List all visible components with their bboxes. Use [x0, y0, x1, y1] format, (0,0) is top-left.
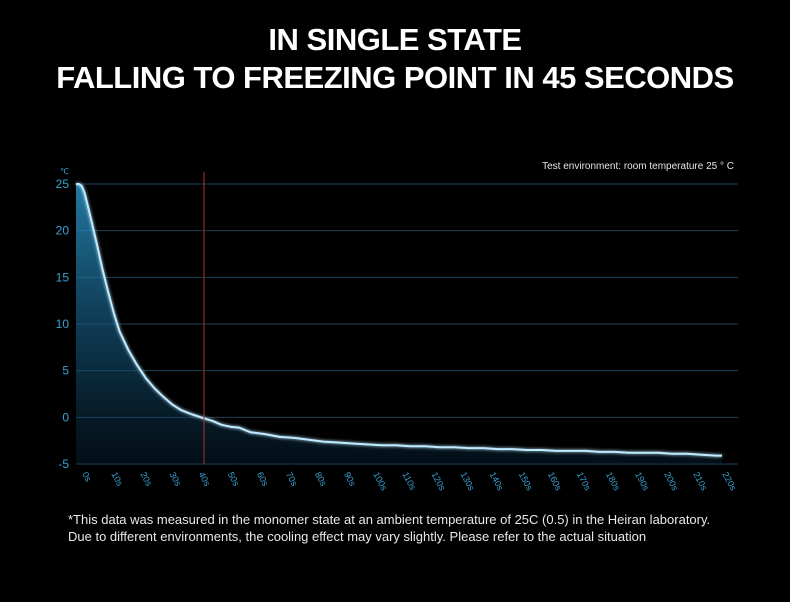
x-tick-label: 70s: [284, 470, 300, 488]
x-tick-label: 140s: [488, 470, 506, 492]
y-tick-label: 10: [56, 317, 70, 331]
y-tick-label: 15: [56, 270, 70, 284]
x-tick-label: 110s: [400, 470, 418, 492]
x-tick-label: 100s: [371, 470, 389, 492]
x-tick-label: 20s: [138, 470, 154, 488]
y-tick-label: 20: [56, 224, 70, 238]
x-tick-label: 90s: [342, 470, 358, 488]
x-tick-label: 0s: [80, 470, 94, 484]
chart-title-line-1: IN SINGLE STATE: [268, 22, 522, 57]
x-tick-label: 30s: [168, 470, 184, 488]
x-tick-label: 10s: [109, 470, 125, 488]
temperature-curve: [76, 183, 722, 457]
x-tick-label: 180s: [604, 470, 622, 492]
temperature-chart: 25 20 15 10 5 0 -5 ℃ 0s 10s 20s 30s 40s 50s 60s 70s 80s 9…: [56, 167, 739, 493]
test-environment-note: Test environment: room temperature 25 ° …: [542, 161, 734, 172]
x-tick-label: 210s: [691, 470, 709, 492]
x-tick-label: 130s: [459, 470, 477, 492]
temperature-area-fill: [76, 184, 722, 464]
x-tick-label: 60s: [255, 470, 271, 488]
x-tick-label: 40s: [197, 470, 213, 488]
x-tick-label: 190s: [633, 470, 651, 492]
y-tick-label: -5: [58, 457, 69, 471]
x-tick-label: 160s: [546, 470, 564, 492]
footnote-line-2: Due to different environments, the cooli…: [68, 529, 647, 544]
y-tick-label: 0: [62, 410, 69, 424]
y-tick-label: 5: [62, 364, 69, 378]
x-tick-label: 220s: [720, 470, 738, 492]
footnote-line-1: *This data was measured in the monomer s…: [68, 512, 711, 527]
x-tick-label: 120s: [429, 470, 447, 492]
y-axis-unit: ℃: [60, 167, 69, 176]
y-tick-label: 25: [56, 177, 70, 191]
x-tick-label: 50s: [226, 470, 242, 488]
chart-title-line-2: FALLING TO FREEZING POINT IN 45 SECONDS: [56, 60, 734, 95]
x-tick-label: 200s: [662, 470, 680, 492]
x-tick-label: 170s: [575, 470, 593, 492]
x-tick-label: 150s: [517, 470, 535, 492]
x-tick-label: 80s: [313, 470, 329, 488]
